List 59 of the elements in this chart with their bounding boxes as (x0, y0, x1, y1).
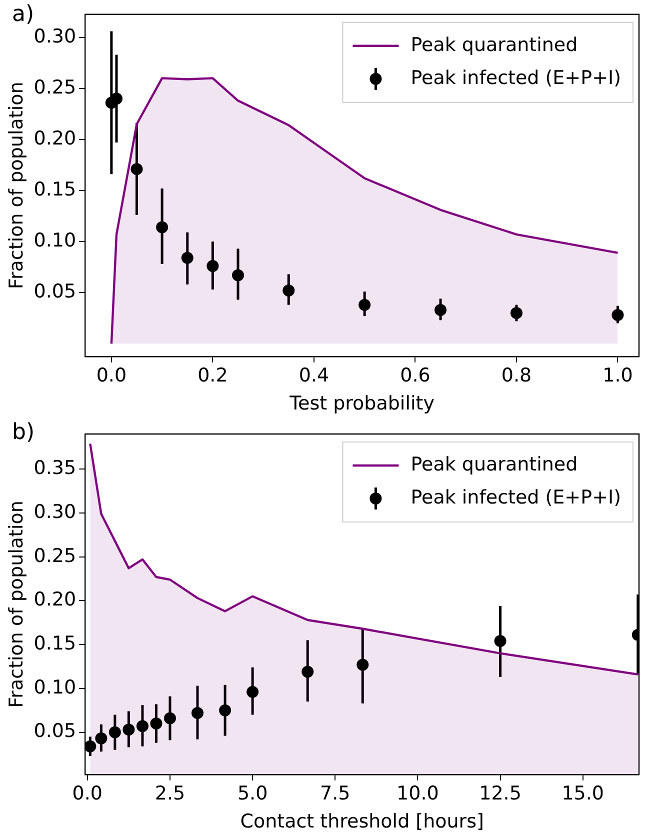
x-tick-label: 0.0 (72, 782, 103, 805)
y-tick-label: 0.05 (34, 280, 76, 303)
legend-label: Peak quarantined (410, 453, 578, 476)
y-tick-label: 0.05 (34, 720, 76, 742)
x-tick-label: 7.5 (320, 782, 350, 805)
x-tick-label: 0.6 (400, 364, 430, 387)
x-tick-label: 15.0 (562, 782, 604, 805)
x-tick-label: 0.0 (96, 364, 127, 387)
point (219, 704, 232, 716)
y-tick-label: 0.25 (34, 544, 76, 567)
y-tick-label: 0.15 (34, 178, 76, 200)
x-axis-title: Test probability (288, 392, 434, 415)
point (136, 720, 148, 732)
point (246, 686, 259, 698)
y-tick-label: 0.25 (34, 76, 76, 98)
x-axis-title: Contact threshold [hours] (240, 810, 484, 833)
x-tick-label: 10.0 (396, 782, 439, 805)
y-tick-label: 0.30 (34, 500, 76, 523)
x-tick-label: 0.8 (501, 364, 532, 387)
y-tick-label: 0.10 (34, 676, 76, 698)
point (206, 260, 219, 272)
point (156, 221, 168, 234)
point (130, 163, 143, 176)
point (612, 309, 624, 322)
point (302, 666, 314, 678)
point (232, 269, 244, 282)
y-axis-title: Fraction of population (5, 82, 28, 290)
x-tick-label: 0.2 (198, 364, 228, 387)
point (122, 724, 135, 736)
point (95, 732, 108, 744)
legend-label: Peak infected (E+P+I) (410, 486, 622, 508)
x-tick-label: 2.5 (154, 782, 186, 805)
y-tick-label: 0.10 (34, 229, 76, 252)
x-tick-label: 5.0 (237, 782, 268, 805)
point (164, 712, 176, 724)
y-tick-label: 0.35 (34, 457, 76, 480)
x-tick-label: 12.5 (479, 782, 522, 805)
point (150, 718, 162, 730)
point (356, 658, 369, 671)
point (358, 298, 371, 311)
y-axis-title: Fraction of population (5, 500, 28, 708)
point (510, 307, 522, 320)
y-tick-label: 0.20 (34, 127, 76, 150)
chart-title: b) (12, 420, 35, 445)
y-tick-label: 0.30 (34, 25, 76, 48)
y-tick-label: 0.20 (34, 588, 76, 611)
x-tick-label: 1.0 (602, 364, 633, 387)
point (192, 706, 204, 719)
point (85, 740, 96, 752)
y-tick-label: 0.15 (34, 632, 76, 654)
chart-title: a) (12, 2, 34, 27)
point (181, 252, 194, 264)
x-tick-label: 0.4 (298, 364, 330, 387)
point (108, 726, 121, 738)
point (434, 304, 447, 316)
point (282, 284, 295, 297)
point (494, 635, 506, 648)
legend-label: Peak quarantined (410, 34, 578, 56)
legend-label: Peak infected (E+P+I) (410, 66, 622, 89)
